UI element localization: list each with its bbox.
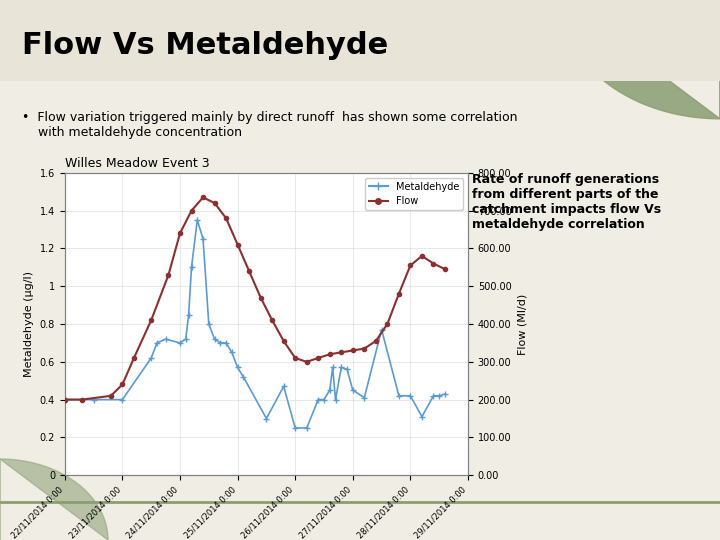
Flow (130, 355, 138, 361)
Metaldehyde (60, 396, 69, 403)
Flow (406, 262, 415, 268)
Metaldehyde (187, 264, 196, 271)
Y-axis label: Metaldehyde (µg/l): Metaldehyde (µg/l) (24, 271, 34, 377)
Metaldehyde (147, 355, 156, 361)
Line: Metaldehyde: Metaldehyde (61, 217, 449, 431)
Metaldehyde (343, 366, 351, 373)
Flow (372, 338, 380, 345)
Text: Rate of runoff generations
from different parts of the
catchment impacts flow Vs: Rate of runoff generations from differen… (472, 173, 661, 231)
Text: •  Flow variation triggered mainly by direct runoff  has shown some correlation
: • Flow variation triggered mainly by dir… (22, 111, 517, 139)
Metaldehyde (153, 340, 161, 346)
Flow (348, 347, 357, 354)
Flow (383, 321, 392, 327)
Metaldehyde (331, 396, 340, 403)
Flow (233, 241, 242, 248)
Metaldehyde (262, 415, 271, 422)
Metaldehyde (441, 391, 449, 397)
Flow (337, 349, 346, 355)
Metaldehyde (228, 349, 236, 355)
Metaldehyde (348, 387, 357, 393)
Flow (245, 268, 253, 274)
Flow (210, 200, 219, 206)
Flow (176, 230, 184, 237)
FancyBboxPatch shape (0, 0, 720, 81)
Metaldehyde (199, 235, 207, 242)
Metaldehyde (406, 393, 415, 399)
Metaldehyde (239, 374, 248, 380)
Metaldehyde (118, 396, 127, 403)
Metaldehyde (222, 340, 230, 346)
Metaldehyde (279, 383, 288, 390)
Y-axis label: Flow (Ml/d): Flow (Ml/d) (517, 293, 527, 355)
Metaldehyde (377, 326, 386, 333)
Flow (147, 317, 156, 323)
Metaldehyde (204, 321, 213, 327)
Flow (395, 291, 403, 297)
Metaldehyde (216, 340, 225, 346)
Flow (302, 359, 311, 365)
Metaldehyde (360, 394, 369, 401)
Flow (199, 194, 207, 200)
Flow (164, 272, 173, 278)
Metaldehyde (418, 414, 426, 420)
Flow (107, 393, 115, 399)
Flow (187, 207, 196, 214)
Metaldehyde (314, 396, 323, 403)
Flow (256, 294, 265, 301)
Metaldehyde (320, 396, 328, 403)
Flow (118, 381, 127, 388)
Metaldehyde (181, 336, 190, 342)
Metaldehyde (193, 217, 202, 223)
Metaldehyde (184, 311, 193, 318)
Flow (60, 396, 69, 403)
Legend: Metaldehyde, Flow: Metaldehyde, Flow (365, 178, 463, 210)
Line: Flow: Flow (63, 195, 447, 402)
Metaldehyde (328, 364, 337, 370)
Flow (441, 266, 449, 272)
Flow (222, 215, 230, 221)
Metaldehyde (435, 393, 444, 399)
Flow (78, 396, 86, 403)
Metaldehyde (325, 387, 334, 393)
Flow (325, 351, 334, 357)
Flow (279, 338, 288, 345)
Flow (291, 355, 300, 361)
Metaldehyde (429, 393, 438, 399)
Metaldehyde (233, 364, 242, 370)
Metaldehyde (176, 340, 184, 346)
Metaldehyde (161, 336, 170, 342)
Flow (314, 355, 323, 361)
Metaldehyde (302, 424, 311, 431)
Polygon shape (0, 459, 108, 540)
Text: Willes Meadow Event 3: Willes Meadow Event 3 (65, 157, 210, 170)
Flow (360, 346, 369, 352)
Metaldehyde (291, 424, 300, 431)
Metaldehyde (210, 336, 219, 342)
Flow (418, 253, 426, 259)
Flow (268, 317, 276, 323)
Text: Flow Vs Metaldehyde: Flow Vs Metaldehyde (22, 31, 388, 60)
Metaldehyde (89, 396, 98, 403)
Metaldehyde (337, 364, 346, 370)
Polygon shape (562, 0, 720, 119)
Flow (429, 260, 438, 267)
Metaldehyde (395, 393, 403, 399)
